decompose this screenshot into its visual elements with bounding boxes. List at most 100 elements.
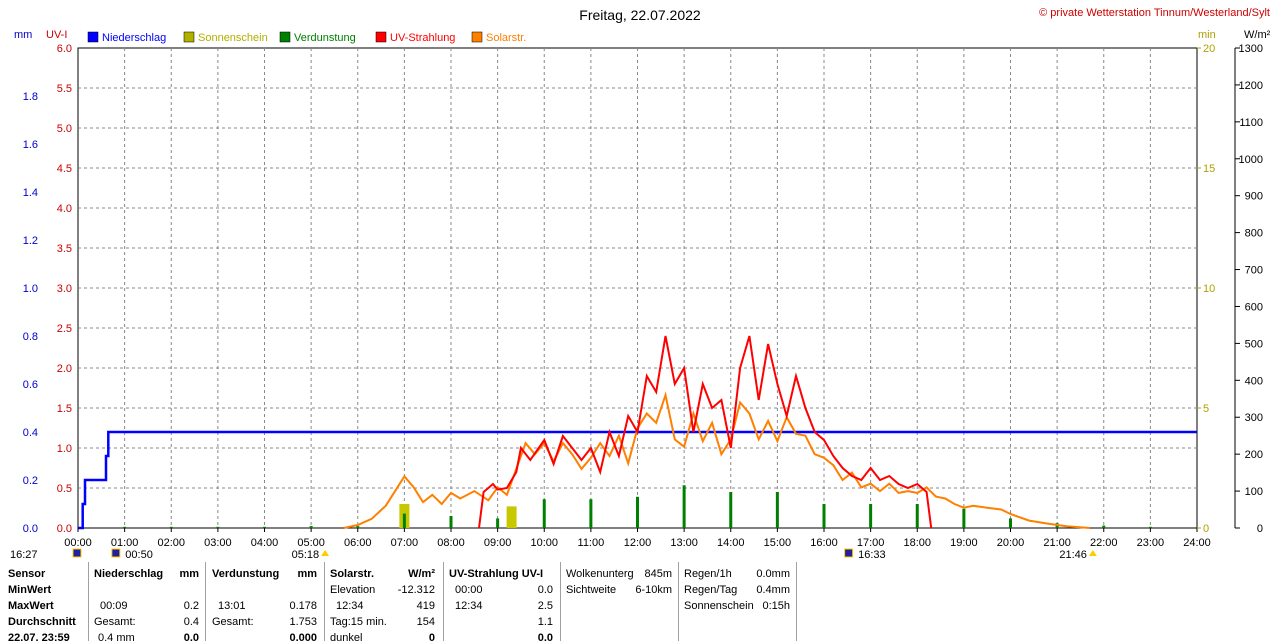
uv-max-time: 12:34 — [455, 600, 483, 612]
moon-set-icon — [72, 548, 82, 558]
wm2-tick-label: 1000 — [1239, 154, 1263, 166]
x-tick-label: 17:00 — [857, 537, 885, 549]
niederschlag-unit: mm — [179, 568, 199, 580]
solar-dark-value: 0 — [428, 632, 435, 644]
astro-markers: 16:27 00:50 05:18 16:33 21:46 — [10, 548, 1097, 560]
uv-tick-label: 2.0 — [57, 363, 72, 375]
sensor-header: Sensor — [8, 568, 46, 580]
uv-tick-label: 3.5 — [57, 243, 72, 255]
verdunstung-max-time: 13:01 — [218, 600, 246, 612]
line-niederschlag — [78, 430, 1197, 530]
sunset-icon — [1088, 550, 1097, 556]
uv-max-value: 2.5 — [537, 600, 553, 612]
solar-elevation-label: Elevation — [330, 584, 376, 596]
x-tick-label: 12:00 — [624, 537, 652, 549]
rain-hour-value: 0.0mm — [756, 568, 790, 580]
uv-tick-label: 5.0 — [57, 123, 72, 135]
rain-day-value: 0.4mm — [756, 584, 790, 596]
axis-unit-uv: UV-I — [46, 29, 67, 41]
x-tick-label: 01:00 — [111, 537, 139, 549]
chart-title: Freitag, 22.07.2022 — [579, 7, 701, 23]
mm-tick-label: 0.8 — [23, 331, 38, 343]
wm2-tick-label: 0 — [1257, 523, 1263, 535]
bar-verdunstung — [729, 492, 733, 528]
uv-avg-value: 1.1 — [537, 616, 553, 628]
x-tick-label: 05:00 — [297, 537, 325, 549]
min-tick-label: 10 — [1203, 283, 1215, 295]
wm2-tick-label: 400 — [1245, 375, 1263, 387]
verdunstung-header: Verdunstung — [212, 568, 280, 580]
niederschlag-header: Niederschlag — [94, 568, 164, 580]
x-tick-label: 24:00 — [1183, 537, 1211, 549]
x-tick-label: 06:00 — [344, 537, 372, 549]
bar-verdunstung — [356, 526, 360, 528]
axis-unit-mm: mm — [14, 29, 32, 41]
sunshine-value: 0:15h — [762, 600, 790, 612]
solar-elevation-value: -12.312 — [397, 584, 435, 596]
visibility-value: 6-10km — [635, 584, 672, 596]
min-tick-label: 0 — [1203, 523, 1209, 535]
bar-verdunstung — [869, 504, 873, 528]
wm2-tick-label: 1300 — [1239, 43, 1263, 55]
x-tick-label: 14:00 — [717, 537, 745, 549]
weather-chart: Freitag, 22.07.2022 © private Wetterstat… — [10, 7, 1271, 560]
line-layer — [78, 335, 1197, 530]
bar-verdunstung — [1102, 525, 1106, 528]
x-tick-label: 03:00 — [204, 537, 232, 549]
legend-label: Sonnenschein — [198, 32, 268, 44]
astro-label: 00:50 — [125, 549, 153, 560]
wm2-tick-label: 200 — [1245, 449, 1263, 461]
x-tick-label: 09:00 — [484, 537, 512, 549]
separator — [560, 562, 561, 641]
uv-min-value: 0.0 — [537, 584, 553, 596]
moon-rise-icon — [111, 548, 121, 558]
uv-tick-label: 0.5 — [57, 483, 72, 495]
uv-tick-label: 2.5 — [57, 323, 72, 335]
solar-max-value: 419 — [416, 600, 435, 612]
rain-day-label: Regen/Tag — [684, 584, 738, 596]
mm-tick-label: 1.0 — [23, 283, 38, 295]
bar-verdunstung — [636, 496, 639, 528]
x-tick-label: 07:00 — [391, 537, 419, 549]
line-solarstr. — [343, 391, 1090, 529]
wm2-tick-label: 800 — [1245, 228, 1263, 240]
sunrise-icon — [321, 550, 330, 556]
x-tick-label: 15:00 — [764, 537, 792, 549]
separator — [205, 562, 206, 641]
copyright-note: © private Wetterstation Tinnum/Westerlan… — [1039, 7, 1270, 19]
verdunstung-total-label: Gesamt: — [212, 616, 254, 628]
bar-verdunstung — [775, 492, 779, 528]
separator — [88, 562, 89, 641]
x-tick-label: 08:00 — [437, 537, 465, 549]
legend-label: Verdunstung — [294, 32, 356, 44]
bar-layer — [123, 485, 1152, 528]
x-tick-label: 00:00 — [64, 537, 92, 549]
row-label-avg: Durchschnitt — [8, 616, 76, 628]
solar-day-value: 154 — [416, 616, 435, 628]
legend-swatch — [279, 31, 291, 43]
mm-tick-label: 0.6 — [23, 379, 38, 391]
astro-label: 05:18 — [292, 549, 320, 560]
wm2-tick-label: 500 — [1245, 338, 1263, 350]
stats-panel: Sensor MinWert MaxWert Durchschnitt 22.0… — [0, 560, 1280, 644]
bar-verdunstung — [496, 518, 500, 528]
axis-unit-wm2: W/m² — [1244, 29, 1271, 41]
x-tick-label: 10:00 — [530, 537, 558, 549]
x-tick-label: 23:00 — [1137, 537, 1165, 549]
row-label-max: MaxWert — [8, 600, 54, 612]
bar-verdunstung — [263, 526, 266, 528]
bar-verdunstung — [822, 504, 826, 528]
x-tick-label: 04:00 — [251, 537, 279, 549]
uv-tick-label: 4.5 — [57, 163, 72, 175]
wm2-tick-label: 700 — [1245, 265, 1263, 277]
x-tick-label: 22:00 — [1090, 537, 1118, 549]
legend-swatch — [375, 31, 387, 43]
legend-label: UV-Strahlung — [390, 32, 455, 44]
verdunstung-last-value: 0.000 — [289, 632, 317, 644]
bar-verdunstung — [1148, 526, 1152, 528]
bar-verdunstung — [123, 526, 127, 528]
solar-max-time: 12:34 — [336, 600, 364, 612]
bar-sonnenschein — [506, 506, 517, 528]
legend-swatch — [183, 31, 195, 43]
astro-label: 16:33 — [858, 549, 886, 560]
